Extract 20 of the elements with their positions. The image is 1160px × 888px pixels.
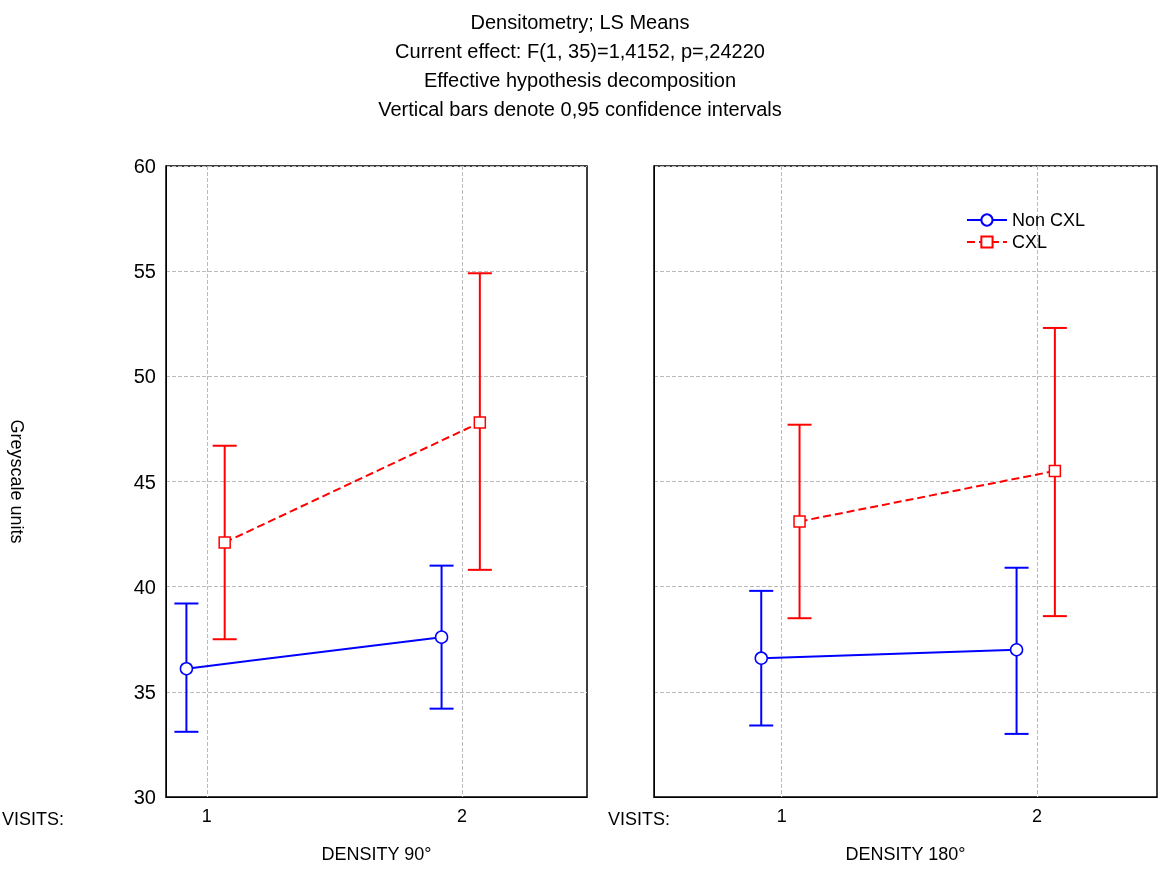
- x-axis-title: DENSITY 180°: [845, 844, 966, 864]
- y-tick-label: 60: [133, 155, 156, 177]
- legend-label: Non CXL: [1011, 210, 1086, 230]
- text: VISITS:: [608, 809, 671, 829]
- y-tick-label: 45: [133, 470, 156, 493]
- x-axis-title: DENSITY 90°: [321, 844, 432, 864]
- x-tick-label: 2: [1031, 806, 1042, 826]
- legend-label: CXL: [1011, 232, 1047, 252]
- text: VISITS:: [2, 809, 65, 829]
- y-tick-label: 40: [133, 575, 156, 598]
- x-tick-label: 1: [776, 806, 787, 826]
- x-tick-label: 2: [456, 806, 467, 826]
- x-tick-label: 1: [201, 806, 212, 826]
- y-tick-label: 35: [133, 680, 156, 703]
- y-tick-label: 30: [133, 786, 156, 808]
- chart-subtitle: Current effect: F(1, 35)=1,4152, p=,24220 Effective hypothesis decomposition Vertical bars denote 0,95 confidence intervals: [377, 39, 783, 122]
- chart-title: Densitometry; LS Means: [469, 10, 691, 35]
- y-tick-label: 50: [133, 365, 156, 388]
- y-tick-label: 55: [133, 260, 156, 283]
- y-axis-title: Greyscale units: [7, 419, 27, 544]
